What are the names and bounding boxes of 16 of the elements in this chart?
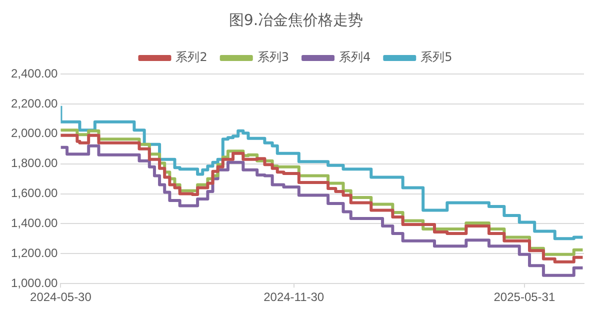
y-tick-label: 2,200.00 (10, 96, 58, 110)
y-tick-label: 2,000.00 (10, 126, 58, 140)
y-tick-label: 2,400.00 (10, 66, 58, 80)
legend-label: 系列3 (257, 50, 290, 64)
y-tick-label: 1,200.00 (10, 246, 58, 260)
legend-label: 系列2 (176, 50, 208, 64)
y-tick-label: 1,800.00 (10, 156, 58, 170)
y-tick-label: 1,000.00 (10, 276, 58, 290)
x-tick-label: 2024-11-30 (264, 290, 324, 304)
legend-label: 系列5 (420, 50, 452, 64)
y-tick-label: 1,400.00 (10, 216, 58, 230)
x-tick-label: 2025-05-31 (494, 290, 556, 304)
chart-title: 图9.冶金焦价格走势 (228, 10, 364, 29)
x-tick-label: 2024-05-30 (30, 290, 92, 304)
legend-label: 系列4 (339, 50, 371, 64)
y-tick-label: 1,600.00 (10, 186, 58, 200)
